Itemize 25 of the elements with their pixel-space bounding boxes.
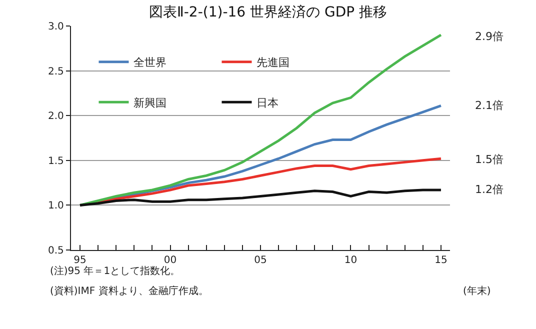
- y-tick-label: 1.0: [48, 200, 64, 212]
- x-axis-title: (年末): [463, 285, 491, 297]
- y-tick-label: 2.5: [48, 66, 64, 78]
- text: (注)95 年＝1として指数化。: [50, 265, 180, 277]
- legend-label: 新興国: [134, 96, 167, 110]
- text: 1.5倍: [475, 153, 504, 166]
- x-tick-label: 10: [344, 255, 358, 266]
- line-series: [78, 188, 442, 206]
- y-tick-label: 0.5: [48, 246, 64, 256]
- text: 2.1倍: [475, 99, 504, 112]
- legend-label: 全世界: [134, 56, 167, 70]
- x-tick-label: 95: [74, 255, 86, 266]
- x-tick-label: 00: [164, 255, 177, 266]
- y-tick-label: 3.0: [48, 22, 64, 32]
- legend-label: 先進国: [256, 56, 290, 70]
- y-tick-label: 1.5: [48, 156, 64, 167]
- chart-title: 図表Ⅱ-2-(1)-16 世界経済の GDP 推移: [148, 4, 388, 20]
- line-series: [78, 34, 442, 206]
- x-tick-label: 15: [434, 255, 448, 266]
- legend-label: 日本: [256, 96, 279, 110]
- text: 2.9倍: [475, 30, 504, 43]
- text: 1.2倍: [475, 183, 504, 196]
- text: (資料)IMF 資料より、金融庁作成。: [50, 285, 208, 297]
- x-tick-label: 05: [254, 255, 267, 266]
- y-tick-label: 2.0: [48, 111, 64, 122]
